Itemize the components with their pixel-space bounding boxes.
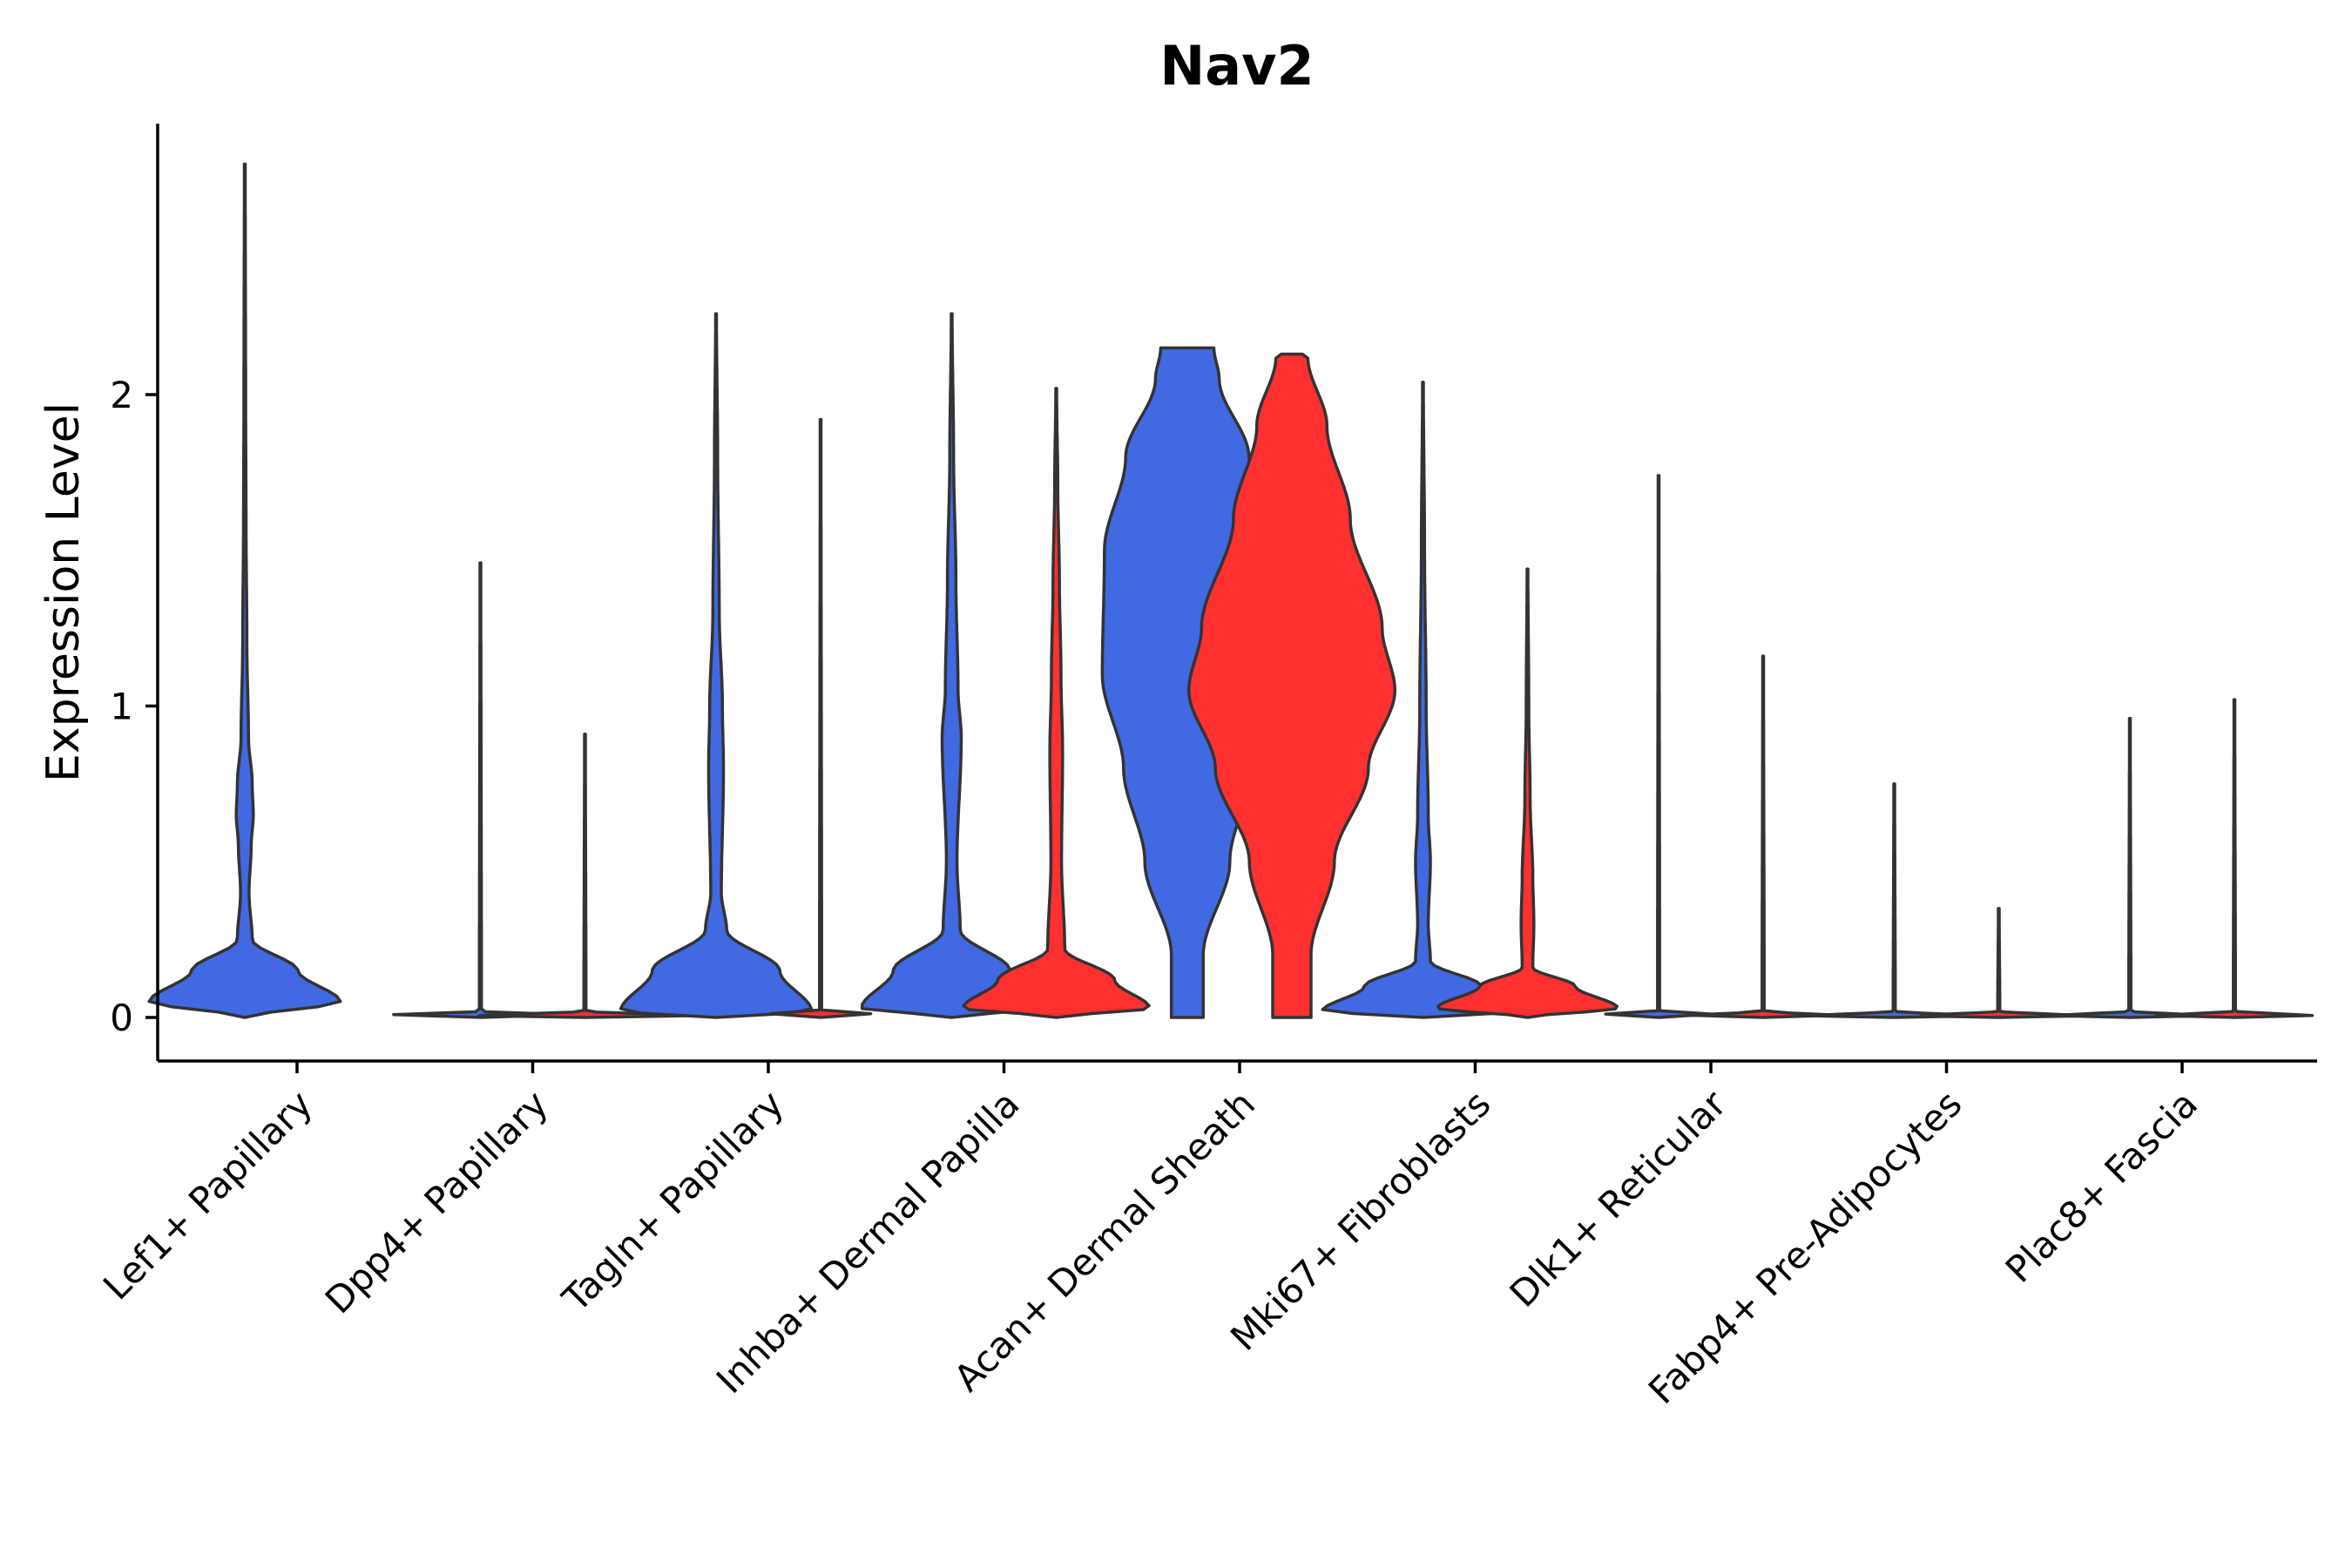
y-axis-label: Expression Level (37, 402, 90, 782)
violin-tagln-papillary-left (618, 312, 814, 1019)
violin-inhba-dermal-papilla-right (962, 387, 1151, 1019)
x-tick-label: Lef1+ Papillary (95, 1082, 321, 1308)
x-tick-label: Dlk1+ Reticular (1502, 1082, 1735, 1315)
violin-fabp4-pre-adipocytes-right (1919, 907, 2078, 1019)
y-tick-label: 0 (110, 997, 133, 1039)
violin-plac8-fascia-left (2049, 717, 2211, 1019)
y-ticks: 0 1 2 (110, 374, 158, 1039)
x-tick-label: Dpp4+ Papillary (317, 1082, 557, 1321)
axes (156, 123, 2317, 1063)
violin-layer (147, 162, 2315, 1019)
violin-dlk1-reticular-left (1604, 474, 1713, 1019)
violin-inhba-dermal-papilla-left (861, 312, 1043, 1019)
violin-acan-dermal-sheath-right (1186, 352, 1397, 1019)
violin-dpp4-papillary-right (477, 732, 693, 1019)
violin-lef1-papillary-left (147, 162, 342, 1019)
y-tick-label: 1 (110, 686, 133, 728)
x-tick-label: Plac8+ Fascia (1997, 1082, 2206, 1290)
violin-mki67-fibroblasts-left (1321, 380, 1525, 1019)
violin-tagln-papillary-right (768, 417, 873, 1019)
violin-plac8-fascia-right (2154, 698, 2315, 1019)
chart-title: Nav2 (1159, 34, 1314, 98)
x-tick-label: Tagln+ Papillary (554, 1082, 792, 1320)
y-tick-label: 2 (110, 374, 133, 416)
violin-dlk1-reticular-right (1686, 654, 1840, 1019)
violin-dpp4-papillary-left (392, 561, 569, 1019)
violin-mki67-fibroblasts-right (1436, 567, 1619, 1019)
violin-fabp4-pre-adipocytes-left (1814, 782, 1975, 1019)
x-tick-label: Mki67+ Fibroblasts (1222, 1082, 1498, 1358)
